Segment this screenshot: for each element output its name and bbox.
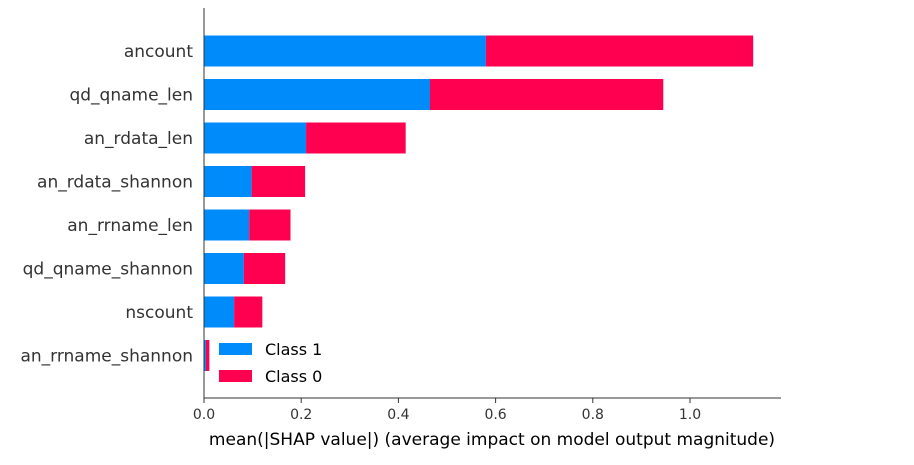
bar-ancount-series-0 — [204, 35, 486, 67]
bar-qd_qname_len-series-0 — [204, 79, 430, 110]
bar-qd_qname_shannon-series-0 — [204, 253, 244, 284]
x-tick-label: 0.0 — [193, 407, 215, 423]
bars-group — [204, 35, 754, 371]
legend-swatch-0 — [219, 343, 252, 355]
x-axis: 0.0 0.2 0.4 0.6 0.8 1.0 — [193, 8, 781, 423]
y-tick-label-an_rrname_len: an_rrname_len — [67, 216, 193, 236]
bar-an_rdata_len-series-0 — [204, 122, 307, 154]
bar-an_rrname_shannon-series-1 — [205, 340, 210, 371]
x-tick-label: 0.8 — [582, 407, 604, 423]
y-tick-label-qd_qname_len: qd_qname_len — [69, 86, 193, 106]
x-tick-label: 1.0 — [679, 407, 701, 423]
legend-label-0: Class 1 — [265, 340, 322, 359]
y-tick-label-an_rrname_shannon: an_rrname_shannon — [20, 347, 193, 367]
y-tick-labels: ancount qd_qname_len an_rdata_len an_rdata_… — [20, 42, 193, 367]
bar-nscount-series-1 — [234, 296, 263, 328]
bar-an_rrname_len-series-1 — [249, 209, 291, 241]
legend-swatch-1 — [219, 370, 252, 382]
bar-an_rdata_shannon-series-1 — [251, 166, 306, 197]
legend: Class 1 Class 0 — [219, 340, 322, 386]
bar-ancount-series-1 — [485, 35, 754, 67]
y-tick-label-an_rdata_shannon: an_rdata_shannon — [37, 173, 193, 193]
x-axis-label: mean(|SHAP value|) (average impact on mo… — [209, 430, 775, 450]
x-tick-label: 0.4 — [387, 407, 409, 423]
bar-qd_qname_len-series-1 — [429, 79, 664, 110]
bar-qd_qname_shannon-series-1 — [243, 253, 286, 284]
y-tick-label-ancount: ancount — [124, 42, 193, 62]
bar-an_rdata_len-series-1 — [306, 122, 406, 154]
y-tick-label-qd_qname_shannon: qd_qname_shannon — [23, 260, 193, 280]
y-tick-label-nscount: nscount — [125, 303, 193, 323]
bar-nscount-series-0 — [204, 296, 235, 328]
bar-an_rrname_len-series-0 — [204, 209, 250, 241]
y-tick-label-an_rdata_len: an_rdata_len — [84, 129, 193, 149]
x-tick-label: 0.2 — [290, 407, 312, 423]
x-tick-label: 0.6 — [484, 407, 506, 423]
bar-an_rdata_shannon-series-0 — [204, 166, 252, 197]
bar-an_rrname_shannon-series-0 — [204, 340, 206, 371]
legend-label-1: Class 0 — [265, 367, 322, 386]
